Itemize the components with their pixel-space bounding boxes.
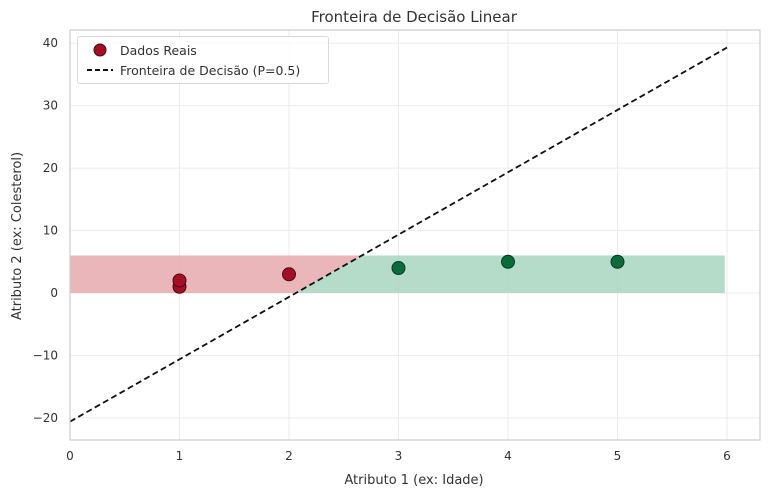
y-axis-label: Atributo 2 (ex: Colesterol)	[10, 152, 25, 320]
y-tick-label: 10	[43, 224, 58, 238]
x-tick-label: 4	[504, 449, 512, 463]
grid-lines	[69, 30, 760, 440]
circle-marker-icon	[93, 43, 107, 57]
data-point	[172, 273, 187, 288]
y-tick-label: 30	[43, 99, 58, 113]
legend: Dados Reais Fronteira de Decisão (P=0.5)	[77, 36, 329, 84]
dashed-line-icon	[87, 69, 113, 71]
x-tick-label: 3	[395, 449, 403, 463]
legend-label: Fronteira de Decisão (P=0.5)	[120, 62, 301, 78]
y-tick-label: −10	[33, 348, 58, 362]
y-tick-label: 40	[43, 36, 58, 50]
data-point	[610, 254, 625, 269]
decision-boundary-line	[69, 46, 728, 423]
data-point	[391, 261, 406, 276]
y-tick-label: 20	[43, 161, 58, 175]
x-tick-label: 2	[285, 449, 293, 463]
y-tick-label: 0	[50, 286, 58, 300]
y-tick-label: −20	[33, 411, 58, 425]
x-tick-label: 6	[723, 449, 731, 463]
y-axis-ticks: −20 −10 0 10 20 30 40	[33, 36, 58, 425]
x-tick-label: 0	[66, 449, 74, 463]
chart-title: Fronteira de Decisão Linear	[311, 8, 518, 26]
data-points	[172, 254, 625, 294]
plot-frame	[69, 29, 761, 441]
x-axis-label: Atributo 1 (ex: Idade)	[344, 473, 483, 488]
x-tick-label: 1	[176, 449, 184, 463]
legend-label: Dados Reais	[120, 42, 197, 58]
x-tick-label: 5	[614, 449, 622, 463]
x-axis-ticks: 0 1 2 3 4 5 6	[66, 449, 731, 463]
data-point	[501, 254, 515, 269]
data-point	[282, 267, 296, 282]
class-0-region	[70, 255, 362, 293]
